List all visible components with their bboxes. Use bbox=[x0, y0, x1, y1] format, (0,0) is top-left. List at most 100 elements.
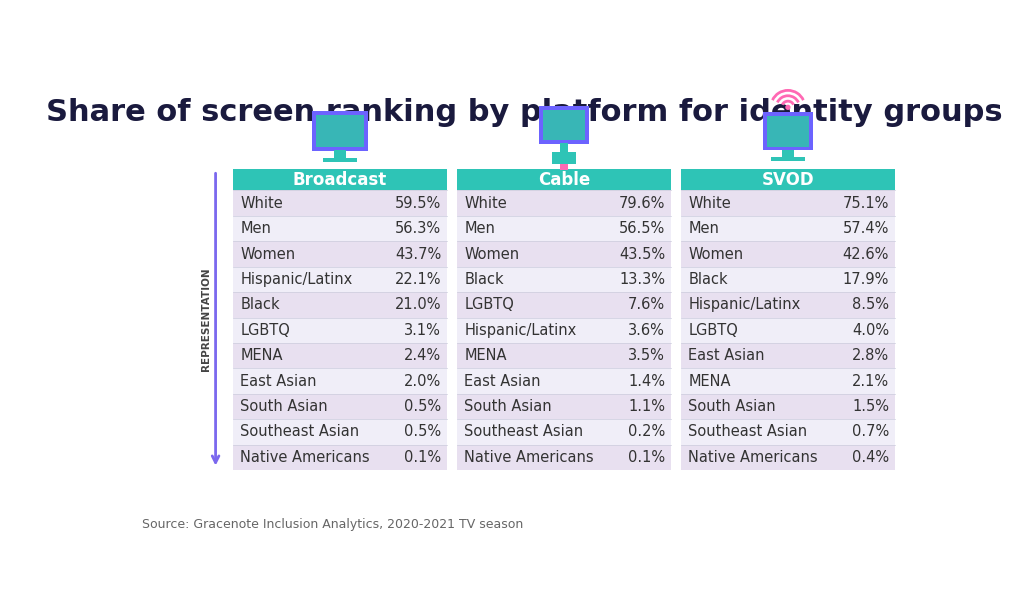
Bar bbox=[681, 169, 895, 190]
Bar bbox=[232, 394, 447, 419]
Bar bbox=[771, 157, 805, 161]
Bar bbox=[457, 368, 672, 394]
Text: East Asian: East Asian bbox=[241, 373, 316, 389]
Bar bbox=[681, 190, 895, 216]
Text: MENA: MENA bbox=[241, 348, 283, 363]
Text: Hispanic/Latinx: Hispanic/Latinx bbox=[464, 323, 577, 338]
Bar bbox=[681, 318, 895, 343]
Bar bbox=[232, 318, 447, 343]
Bar bbox=[232, 444, 447, 470]
Text: Hispanic/Latinx: Hispanic/Latinx bbox=[241, 272, 352, 287]
Text: MENA: MENA bbox=[688, 373, 731, 389]
Text: 79.6%: 79.6% bbox=[618, 196, 665, 211]
Text: Men: Men bbox=[241, 221, 271, 236]
Text: Men: Men bbox=[688, 221, 719, 236]
Text: 3.6%: 3.6% bbox=[628, 323, 665, 338]
Text: South Asian: South Asian bbox=[464, 399, 552, 414]
Text: White: White bbox=[464, 196, 507, 211]
Bar bbox=[560, 164, 568, 171]
Bar bbox=[232, 216, 447, 241]
Bar bbox=[457, 190, 672, 216]
Bar bbox=[560, 143, 568, 152]
Text: 21.0%: 21.0% bbox=[394, 297, 441, 312]
Text: 0.7%: 0.7% bbox=[852, 424, 889, 439]
Bar bbox=[457, 241, 672, 267]
Text: Men: Men bbox=[464, 221, 496, 236]
Bar bbox=[232, 419, 447, 444]
Text: 57.4%: 57.4% bbox=[843, 221, 889, 236]
Text: Native Americans: Native Americans bbox=[688, 450, 818, 465]
Text: SVOD: SVOD bbox=[762, 171, 814, 188]
Bar bbox=[763, 112, 813, 151]
Text: 0.4%: 0.4% bbox=[852, 450, 889, 465]
Bar bbox=[681, 292, 895, 318]
Text: East Asian: East Asian bbox=[688, 348, 765, 363]
Bar bbox=[334, 151, 346, 160]
Bar bbox=[552, 152, 577, 164]
Text: 3.5%: 3.5% bbox=[628, 348, 665, 363]
Text: Native Americans: Native Americans bbox=[241, 450, 370, 465]
Text: Broadcast: Broadcast bbox=[293, 171, 387, 188]
Text: 2.8%: 2.8% bbox=[852, 348, 889, 363]
Bar bbox=[681, 368, 895, 394]
Text: 0.1%: 0.1% bbox=[404, 450, 441, 465]
Text: Hispanic/Latinx: Hispanic/Latinx bbox=[688, 297, 801, 312]
Text: 8.5%: 8.5% bbox=[852, 297, 889, 312]
Text: 0.5%: 0.5% bbox=[404, 399, 441, 414]
Bar bbox=[681, 394, 895, 419]
Text: 43.7%: 43.7% bbox=[395, 247, 441, 261]
Bar bbox=[232, 190, 447, 216]
Text: 1.1%: 1.1% bbox=[628, 399, 665, 414]
Text: Black: Black bbox=[241, 297, 280, 312]
Bar bbox=[232, 368, 447, 394]
Text: 22.1%: 22.1% bbox=[394, 272, 441, 287]
Text: 0.5%: 0.5% bbox=[404, 424, 441, 439]
Text: Share of screen ranking by platform for identity groups: Share of screen ranking by platform for … bbox=[46, 98, 1004, 127]
Text: Southeast Asian: Southeast Asian bbox=[688, 424, 808, 439]
Text: White: White bbox=[241, 196, 283, 211]
Text: 2.0%: 2.0% bbox=[403, 373, 441, 389]
Text: LGBTQ: LGBTQ bbox=[241, 323, 290, 338]
Text: 2.4%: 2.4% bbox=[404, 348, 441, 363]
Text: 59.5%: 59.5% bbox=[395, 196, 441, 211]
Text: 0.1%: 0.1% bbox=[628, 450, 665, 465]
Text: 75.1%: 75.1% bbox=[843, 196, 889, 211]
Text: Source: Gracenote Inclusion Analytics, 2020-2021 TV season: Source: Gracenote Inclusion Analytics, 2… bbox=[142, 518, 523, 531]
Bar bbox=[457, 343, 672, 368]
Text: Southeast Asian: Southeast Asian bbox=[464, 424, 584, 439]
Text: MENA: MENA bbox=[464, 348, 507, 363]
Text: Women: Women bbox=[464, 247, 519, 261]
Bar bbox=[681, 267, 895, 292]
Text: Women: Women bbox=[241, 247, 296, 261]
Text: 13.3%: 13.3% bbox=[620, 272, 665, 287]
Bar bbox=[767, 116, 809, 147]
Text: 43.5%: 43.5% bbox=[618, 247, 665, 261]
Text: Women: Women bbox=[688, 247, 743, 261]
Bar bbox=[681, 419, 895, 444]
Text: Cable: Cable bbox=[538, 171, 590, 188]
Text: 1.5%: 1.5% bbox=[852, 399, 889, 414]
Text: Southeast Asian: Southeast Asian bbox=[241, 424, 359, 439]
Bar bbox=[457, 444, 672, 470]
Bar bbox=[232, 292, 447, 318]
Text: Black: Black bbox=[464, 272, 504, 287]
Bar bbox=[457, 169, 672, 190]
Bar bbox=[681, 216, 895, 241]
Text: 42.6%: 42.6% bbox=[843, 247, 889, 261]
Text: Black: Black bbox=[688, 272, 728, 287]
Text: REPRESENTATION: REPRESENTATION bbox=[202, 267, 211, 371]
Bar bbox=[681, 241, 895, 267]
Bar bbox=[539, 106, 589, 144]
Text: 56.5%: 56.5% bbox=[618, 221, 665, 236]
Bar bbox=[232, 343, 447, 368]
Text: LGBTQ: LGBTQ bbox=[464, 297, 514, 312]
Bar bbox=[457, 394, 672, 419]
Bar bbox=[232, 169, 447, 190]
Text: South Asian: South Asian bbox=[241, 399, 328, 414]
Bar bbox=[457, 267, 672, 292]
Text: 2.1%: 2.1% bbox=[852, 373, 889, 389]
Bar bbox=[457, 292, 672, 318]
Text: Native Americans: Native Americans bbox=[464, 450, 594, 465]
Bar bbox=[232, 267, 447, 292]
Bar bbox=[543, 110, 586, 140]
